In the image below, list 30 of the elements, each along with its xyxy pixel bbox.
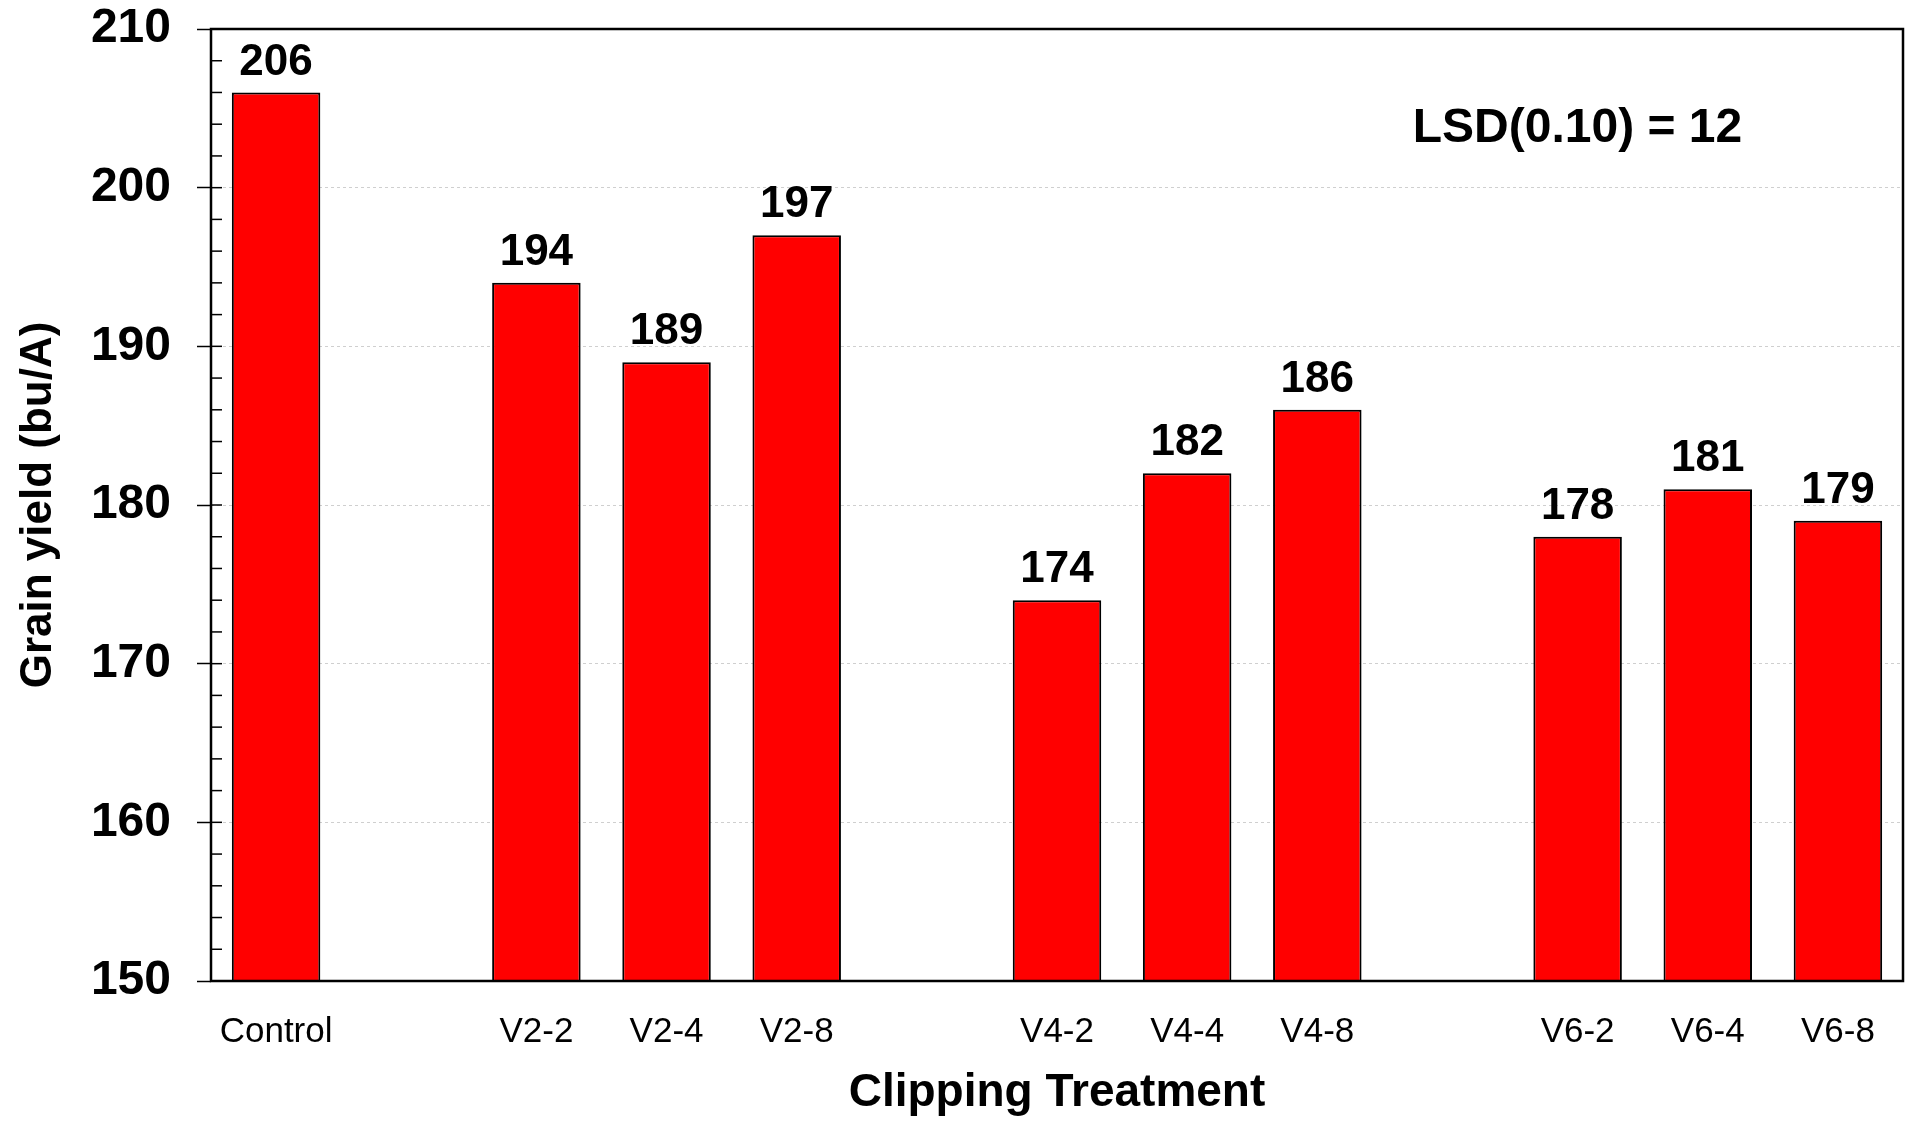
x-tick-label: V2-8: [759, 1009, 834, 1049]
data-label: 194: [499, 225, 574, 275]
data-label: 178: [1540, 478, 1615, 528]
data-label: 182: [1150, 415, 1224, 465]
data-label: 189: [629, 304, 704, 354]
data-label: 197: [759, 177, 834, 227]
y-tick-label: 210: [90, 0, 171, 53]
data-label: 206: [239, 34, 313, 84]
y-tick-label: 150: [90, 951, 171, 1005]
y-tick-label: 160: [90, 792, 171, 846]
data-label: 179: [1801, 463, 1875, 513]
y-tick-label: 180: [90, 475, 171, 529]
data-label: 186: [1280, 351, 1355, 401]
x-tick-label: V6-8: [1800, 1009, 1875, 1049]
x-tick-label: V2-2: [499, 1009, 574, 1049]
x-tick-label: V2-4: [629, 1009, 704, 1049]
x-axis-title: Clipping Treatment: [848, 1064, 1266, 1117]
x-tick-label: Control: [219, 1009, 333, 1049]
x-tick-label: V6-2: [1540, 1009, 1615, 1049]
x-tick-label: V4-8: [1280, 1009, 1355, 1049]
data-label: 181: [1671, 431, 1745, 481]
y-tick-label: 200: [90, 157, 171, 211]
y-tick-label: 190: [90, 316, 171, 370]
y-tick-label: 170: [90, 633, 171, 687]
y-axis-title: Grain yield (bu/A): [10, 321, 60, 689]
annotation: LSD(0.10) = 12: [1412, 99, 1743, 153]
x-tick-label: V4-4: [1150, 1009, 1225, 1049]
data-label: 174: [1020, 542, 1095, 592]
x-tick-label: V6-4: [1670, 1009, 1745, 1049]
x-tick-label: V4-2: [1020, 1009, 1094, 1049]
